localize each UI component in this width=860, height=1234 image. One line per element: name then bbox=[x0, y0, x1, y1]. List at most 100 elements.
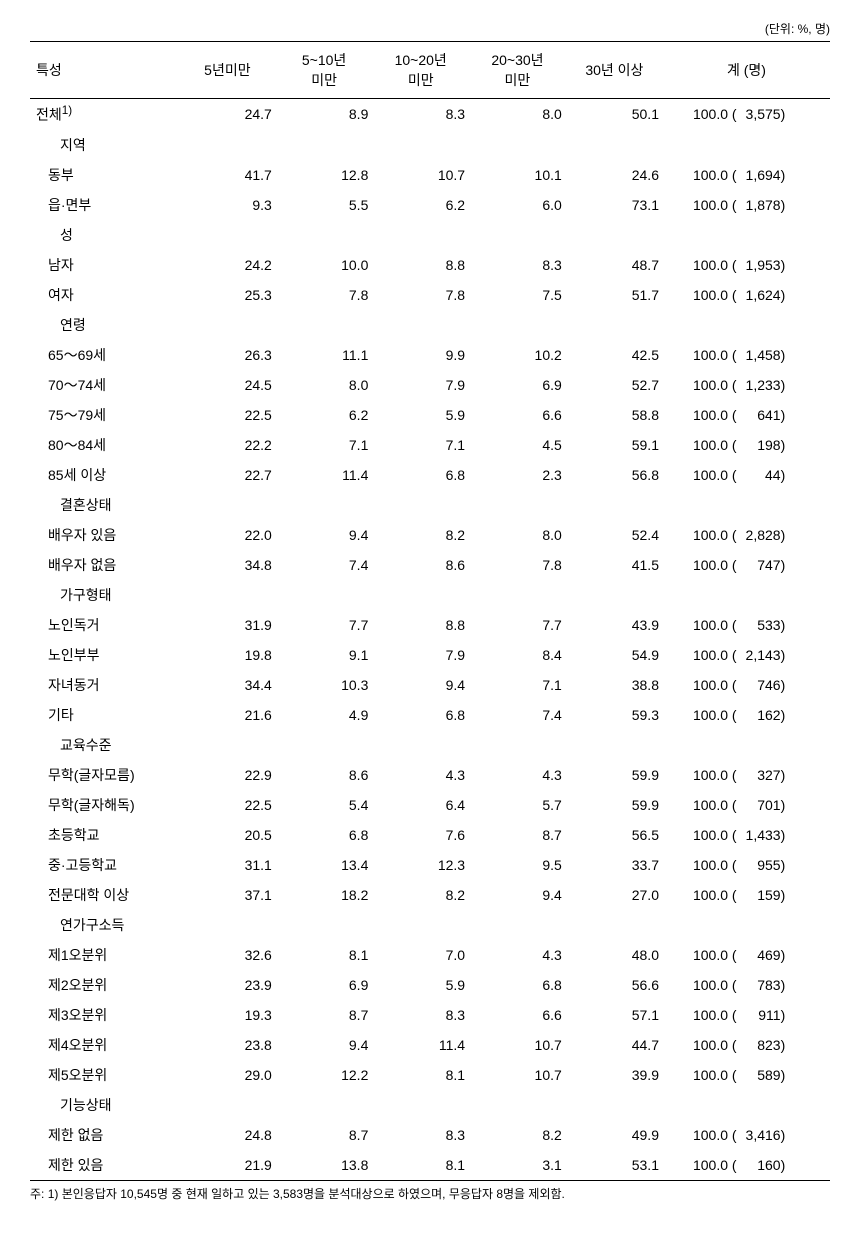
data-cell: 9.3 bbox=[179, 190, 276, 220]
data-cell: 18.2 bbox=[276, 880, 373, 910]
data-cell: 56.5 bbox=[566, 820, 663, 850]
table-row: 70～74세24.58.07.96.952.7100.0 (1,233) bbox=[30, 370, 830, 400]
total-cell: 100.0 (44) bbox=[663, 460, 830, 490]
data-cell: 22.2 bbox=[179, 430, 276, 460]
data-cell: 56.8 bbox=[566, 460, 663, 490]
data-cell: 24.2 bbox=[179, 250, 276, 280]
row-label: 제한 없음 bbox=[30, 1120, 179, 1150]
section-header-label: 결혼상태 bbox=[30, 490, 830, 520]
data-cell: 8.7 bbox=[276, 1000, 373, 1030]
data-cell: 7.8 bbox=[469, 550, 566, 580]
data-cell: 7.6 bbox=[372, 820, 469, 850]
col-header-20-30: 20~30년 미만 bbox=[469, 42, 566, 99]
row-label: 배우자 있음 bbox=[30, 520, 179, 550]
table-row: 자녀동거34.410.39.47.138.8100.0 (746) bbox=[30, 670, 830, 700]
data-cell: 41.7 bbox=[179, 160, 276, 190]
section-header-label: 기능상태 bbox=[30, 1090, 830, 1120]
row-label: 75～79세 bbox=[30, 400, 179, 430]
data-cell: 7.9 bbox=[372, 640, 469, 670]
data-cell: 24.7 bbox=[179, 99, 276, 130]
section-header-label: 성 bbox=[30, 220, 830, 250]
total-cell: 100.0 (327) bbox=[663, 760, 830, 790]
section-header-label: 교육수준 bbox=[30, 730, 830, 760]
data-cell: 9.1 bbox=[276, 640, 373, 670]
row-label: 제3오분위 bbox=[30, 1000, 179, 1030]
data-cell: 6.9 bbox=[469, 370, 566, 400]
section-header: 결혼상태 bbox=[30, 490, 830, 520]
row-label: 기타 bbox=[30, 700, 179, 730]
data-cell: 23.8 bbox=[179, 1030, 276, 1060]
data-cell: 25.3 bbox=[179, 280, 276, 310]
row-label: 노인부부 bbox=[30, 640, 179, 670]
section-header: 교육수준 bbox=[30, 730, 830, 760]
data-cell: 4.3 bbox=[372, 760, 469, 790]
data-cell: 8.3 bbox=[469, 250, 566, 280]
data-cell: 23.9 bbox=[179, 970, 276, 1000]
row-label: 중·고등학교 bbox=[30, 850, 179, 880]
data-cell: 9.4 bbox=[276, 1030, 373, 1060]
table-row: 무학(글자모름)22.98.64.34.359.9100.0 (327) bbox=[30, 760, 830, 790]
row-label: 여자 bbox=[30, 280, 179, 310]
data-cell: 8.3 bbox=[372, 1120, 469, 1150]
data-cell: 8.3 bbox=[372, 99, 469, 130]
data-cell: 7.8 bbox=[372, 280, 469, 310]
data-cell: 9.5 bbox=[469, 850, 566, 880]
data-cell: 9.4 bbox=[469, 880, 566, 910]
total-cell: 100.0 (911) bbox=[663, 1000, 830, 1030]
data-cell: 8.8 bbox=[372, 610, 469, 640]
table-row: 전문대학 이상37.118.28.29.427.0100.0 (159) bbox=[30, 880, 830, 910]
col-header-10-20: 10~20년 미만 bbox=[372, 42, 469, 99]
row-label: 85세 이상 bbox=[30, 460, 179, 490]
data-cell: 5.5 bbox=[276, 190, 373, 220]
table-row: 제3오분위19.38.78.36.657.1100.0 (911) bbox=[30, 1000, 830, 1030]
section-header-label: 연령 bbox=[30, 310, 830, 340]
row-label: 제한 있음 bbox=[30, 1150, 179, 1181]
row-label: 제5오분위 bbox=[30, 1060, 179, 1090]
data-cell: 57.1 bbox=[566, 1000, 663, 1030]
data-cell: 5.7 bbox=[469, 790, 566, 820]
data-cell: 8.3 bbox=[372, 1000, 469, 1030]
data-cell: 8.1 bbox=[276, 940, 373, 970]
total-cell: 100.0 (1,458) bbox=[663, 340, 830, 370]
total-cell: 100.0 (1,878) bbox=[663, 190, 830, 220]
col-header-5-10: 5~10년 미만 bbox=[276, 42, 373, 99]
data-cell: 6.6 bbox=[469, 400, 566, 430]
total-cell: 100.0 (589) bbox=[663, 1060, 830, 1090]
data-cell: 48.0 bbox=[566, 940, 663, 970]
data-cell: 9.4 bbox=[276, 520, 373, 550]
table-row: 노인부부19.89.17.98.454.9100.0 (2,143) bbox=[30, 640, 830, 670]
data-cell: 59.3 bbox=[566, 700, 663, 730]
table-body: 전체1)24.78.98.38.050.1100.0 (3,575)지역동부41… bbox=[30, 99, 830, 1181]
row-label: 80～84세 bbox=[30, 430, 179, 460]
data-cell: 48.7 bbox=[566, 250, 663, 280]
col-header-characteristic: 특성 bbox=[30, 42, 179, 99]
data-cell: 11.4 bbox=[276, 460, 373, 490]
data-cell: 6.8 bbox=[469, 970, 566, 1000]
data-cell: 7.0 bbox=[372, 940, 469, 970]
row-label: 배우자 없음 bbox=[30, 550, 179, 580]
data-cell: 58.8 bbox=[566, 400, 663, 430]
data-cell: 13.8 bbox=[276, 1150, 373, 1181]
data-cell: 7.9 bbox=[372, 370, 469, 400]
section-header-label: 지역 bbox=[30, 130, 830, 160]
row-label: 제1오분위 bbox=[30, 940, 179, 970]
data-cell: 59.1 bbox=[566, 430, 663, 460]
data-cell: 32.6 bbox=[179, 940, 276, 970]
data-cell: 29.0 bbox=[179, 1060, 276, 1090]
total-cell: 100.0 (955) bbox=[663, 850, 830, 880]
data-cell: 8.4 bbox=[469, 640, 566, 670]
table-row: 배우자 있음22.09.48.28.052.4100.0 (2,828) bbox=[30, 520, 830, 550]
total-cell: 100.0 (1,953) bbox=[663, 250, 830, 280]
data-cell: 24.8 bbox=[179, 1120, 276, 1150]
total-cell: 100.0 (1,433) bbox=[663, 820, 830, 850]
data-cell: 22.5 bbox=[179, 790, 276, 820]
data-cell: 5.4 bbox=[276, 790, 373, 820]
data-cell: 6.8 bbox=[372, 700, 469, 730]
data-cell: 56.6 bbox=[566, 970, 663, 1000]
data-cell: 10.1 bbox=[469, 160, 566, 190]
data-cell: 53.1 bbox=[566, 1150, 663, 1181]
table-header: 특성 5년미만 5~10년 미만 10~20년 미만 20~30년 미만 30년… bbox=[30, 42, 830, 99]
data-cell: 11.1 bbox=[276, 340, 373, 370]
row-label: 무학(글자해독) bbox=[30, 790, 179, 820]
row-label: 전문대학 이상 bbox=[30, 880, 179, 910]
